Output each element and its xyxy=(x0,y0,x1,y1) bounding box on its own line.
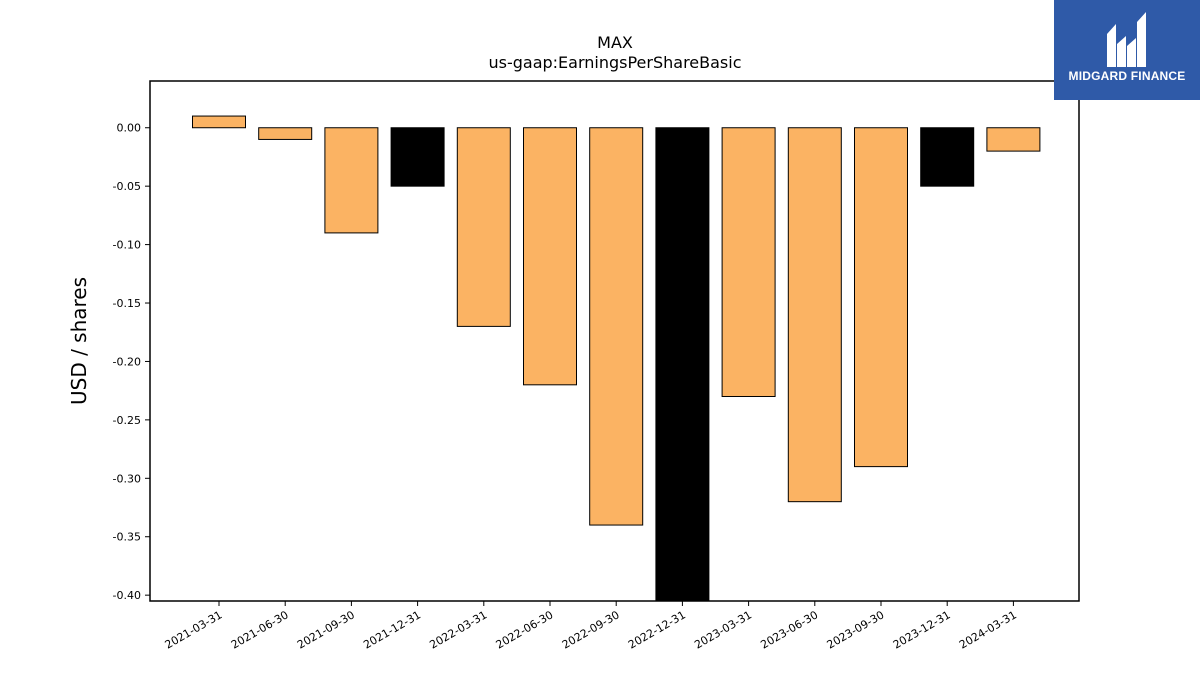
y-tick-label: -0.30 xyxy=(113,472,141,485)
logo-mark-icon xyxy=(1107,12,1146,67)
x-tick-label: 2021-12-31 xyxy=(361,608,423,651)
x-tick-label: 2021-06-30 xyxy=(229,608,291,651)
x-tick-label: 2024-03-31 xyxy=(957,608,1019,651)
x-tick-label: 2023-09-30 xyxy=(825,608,887,651)
x-tick-label: 2022-06-30 xyxy=(494,608,556,651)
y-tick-label: -0.20 xyxy=(113,355,141,368)
bar-2022-06-30 xyxy=(523,127,577,386)
x-ticks-group: 2021-03-31 2021-06-30 2021-09-30 2021-12-31… xyxy=(163,601,1019,652)
x-tick-label: 2021-09-30 xyxy=(295,608,357,651)
bar-2023-03-31 xyxy=(721,127,776,398)
bar-2023-06-30 xyxy=(787,127,842,503)
bar-2022-09-30 xyxy=(589,127,644,526)
bar-2022-03-31 xyxy=(456,127,511,327)
chart-title: MAX xyxy=(597,33,633,52)
midgard-finance-logo: MIDGARD FINANCE xyxy=(1054,0,1200,100)
chart-subtitle: us-gaap:EarningsPerShareBasic xyxy=(488,53,741,72)
plot-frame xyxy=(149,80,1080,602)
x-tick-label: 2023-03-31 xyxy=(692,608,754,651)
x-tick-label: 2021-03-31 xyxy=(163,608,225,651)
bar-2022-12-31 xyxy=(655,127,710,602)
bar-2021-09-30 xyxy=(324,127,379,234)
y-tick-label: -0.15 xyxy=(113,297,141,310)
y-tick-label: -0.35 xyxy=(113,531,141,544)
y-tick-label: -0.05 xyxy=(113,180,141,193)
bar-2023-09-30 xyxy=(854,127,908,468)
y-ticks-group: 0.00 -0.05 -0.10 -0.15 -0.20 -0.25 -0.30 -0.35 -… xyxy=(113,122,150,602)
y-tick-label: -0.40 xyxy=(113,589,141,602)
y-axis-label: USD / shares xyxy=(67,277,91,405)
y-tick-label: -0.25 xyxy=(113,414,141,427)
bar-2021-06-30 xyxy=(258,127,313,140)
y-tick-label: 0.00 xyxy=(117,122,142,135)
logo-text: MIDGARD FINANCE xyxy=(1068,69,1186,83)
x-tick-label: 2022-12-31 xyxy=(626,608,688,651)
bar-2023-12-31 xyxy=(920,127,975,187)
bar-2021-03-31 xyxy=(192,115,246,129)
x-tick-label: 2022-09-30 xyxy=(560,608,622,651)
x-tick-label: 2023-06-30 xyxy=(758,608,820,651)
x-tick-label: 2023-12-31 xyxy=(891,608,953,651)
bars-group xyxy=(192,115,1041,602)
y-tick-label: -0.10 xyxy=(113,239,141,252)
bar-2021-12-31 xyxy=(390,127,445,187)
bar-2024-03-31 xyxy=(986,127,1041,152)
x-tick-label: 2022-03-31 xyxy=(427,608,489,651)
